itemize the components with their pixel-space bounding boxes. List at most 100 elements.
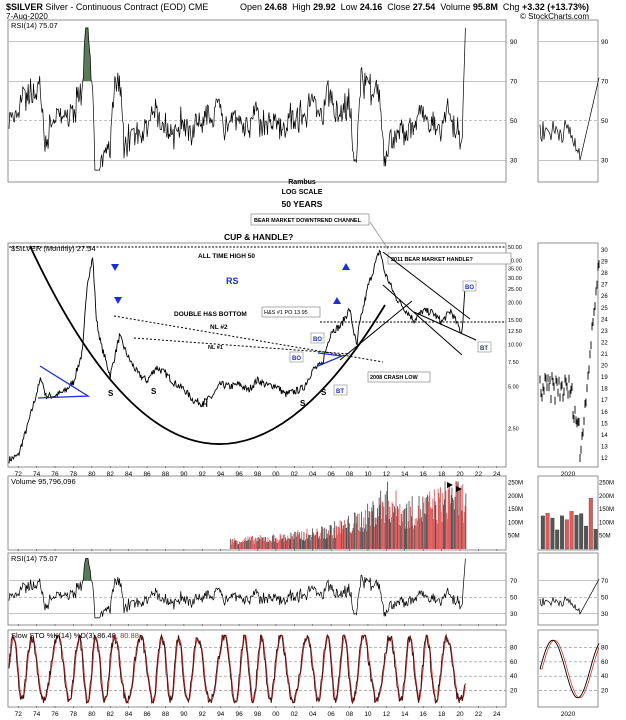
volume-panel-label: Volume 95,796,096: [11, 477, 76, 486]
volume-bar: [356, 516, 358, 549]
volume-bar: [290, 532, 292, 549]
volume-bar: [461, 510, 463, 549]
volume-bar: [374, 517, 376, 549]
volume-bar: [241, 542, 243, 549]
volume-bar: [361, 511, 362, 549]
inset-y-label: 19: [601, 375, 608, 381]
x-tick-label: 20: [456, 471, 464, 478]
volume-bar: [367, 503, 369, 549]
rsi-top-y-label: 30: [510, 157, 518, 164]
volume-bar: [266, 542, 268, 549]
volume-bar: [274, 541, 276, 549]
double-hs-label: DOUBLE H&S BOTTOM: [174, 311, 247, 318]
volume-bar: [361, 527, 363, 549]
volume-bar: [342, 525, 344, 549]
volume-bar: [408, 501, 410, 549]
volume-bar: [250, 537, 252, 549]
volume-bar: [302, 539, 304, 549]
volume-bar: [313, 534, 315, 549]
inset-volume-frame: [537, 475, 599, 551]
volume-bar: [383, 506, 385, 549]
volume-bar: [380, 490, 382, 549]
x-tick-label-bottom: 72: [15, 711, 23, 718]
volume-bar: [256, 538, 258, 549]
bt-box-2: BT: [477, 341, 492, 353]
volume-bar: [289, 539, 291, 549]
volume-bar: [376, 517, 378, 549]
x-tick-label: 02: [291, 471, 299, 478]
cup-curve: [29, 245, 386, 445]
volume-bar: [387, 481, 388, 549]
volume-bar: [434, 501, 436, 549]
rsi-top-overbought-0: [81, 27, 95, 82]
x-tick-label: 88: [162, 471, 170, 478]
neckline-1: [133, 337, 351, 355]
rs-label: RS: [226, 276, 239, 286]
volume-bar: [462, 484, 464, 549]
volume-bar: [337, 534, 339, 549]
volume-bars: [229, 481, 598, 550]
rsi-bottom-label: RSI(14) 75.07: [11, 554, 58, 563]
bear-channel-callout: BEAR MARKET DOWNTREND CHANNEL: [250, 213, 389, 250]
volume-bar: [420, 517, 422, 549]
s-label-2: S: [151, 387, 157, 396]
rsi-bottom-frame: [7, 552, 507, 626]
inset-volume-y-label: 250M: [599, 481, 614, 487]
volume-bar: [410, 516, 412, 549]
volume-bar: [275, 538, 276, 549]
price-y-label: 35.00: [508, 267, 522, 273]
price-y-label: 15.00: [508, 318, 522, 324]
volume-bar: [377, 508, 378, 549]
volume-bar: [427, 501, 429, 549]
bear-handle-callout: 2011 BEAR MARKET HANDLE?: [387, 252, 512, 265]
volume-bar: [346, 527, 348, 549]
volume-bar: [283, 541, 285, 549]
log-scale-label: LOG SCALE: [282, 189, 323, 196]
volume-bar: [405, 508, 407, 549]
price-y-label: 30.00: [508, 276, 522, 282]
volume-bar: [325, 529, 327, 549]
price-y-label: 2.50: [508, 427, 519, 433]
price-y-label: 50.00: [508, 245, 522, 251]
sto-y-label: 60: [510, 659, 518, 666]
volume-bar: [302, 540, 303, 549]
ohlc-readout: Open 24.68 High 29.92 Low 24.16 Close 27…: [240, 2, 589, 12]
exchange: CME: [188, 2, 209, 12]
volume-bar: [328, 535, 330, 549]
volume-bar: [386, 491, 388, 549]
volume-bar: [341, 528, 343, 549]
volume-bar: [320, 532, 322, 549]
volume-bar: [396, 516, 398, 549]
vol-arrow-1: [447, 482, 453, 488]
inset-volume-bar: [593, 528, 598, 550]
volume-bar: [248, 539, 250, 549]
volume-bar: [240, 542, 242, 549]
volume-bar: [437, 523, 438, 549]
volume-bar: [432, 498, 434, 549]
volume-bar: [295, 536, 297, 549]
volume-y-label: 250M: [508, 481, 523, 487]
x-tick-label-bottom: 78: [70, 711, 78, 718]
inset-volume-y-label: 200M: [599, 494, 614, 500]
date: 7-Aug-2020: [6, 12, 48, 21]
rsi-top-label: RSI(14) 75.07: [11, 21, 58, 30]
volume-bar: [352, 528, 354, 549]
volume-bar: [390, 522, 392, 549]
volume-bar: [349, 532, 351, 549]
volume-bar: [312, 528, 313, 549]
volume-bar: [315, 532, 317, 549]
x-tick-label-bottom: 04: [309, 711, 317, 718]
volume-bar: [378, 497, 380, 549]
price-y-label: 20.00: [508, 301, 522, 307]
x-tick-label-bottom: 00: [272, 711, 280, 718]
inset-sto-y-label: 60: [601, 659, 609, 666]
inset-y-label: 22: [601, 340, 608, 346]
volume-bar: [295, 531, 296, 549]
inset-volume-bar: [579, 513, 584, 550]
cup-handle-label: CUP & HANDLE?: [224, 232, 293, 242]
volume-bar: [299, 539, 301, 549]
volume-bar: [322, 528, 324, 549]
volume-bar: [297, 530, 299, 549]
volume-bar: [277, 539, 279, 549]
sto-k-value: Slow STO %K(14) %D(3) 86.40,: [11, 631, 118, 640]
